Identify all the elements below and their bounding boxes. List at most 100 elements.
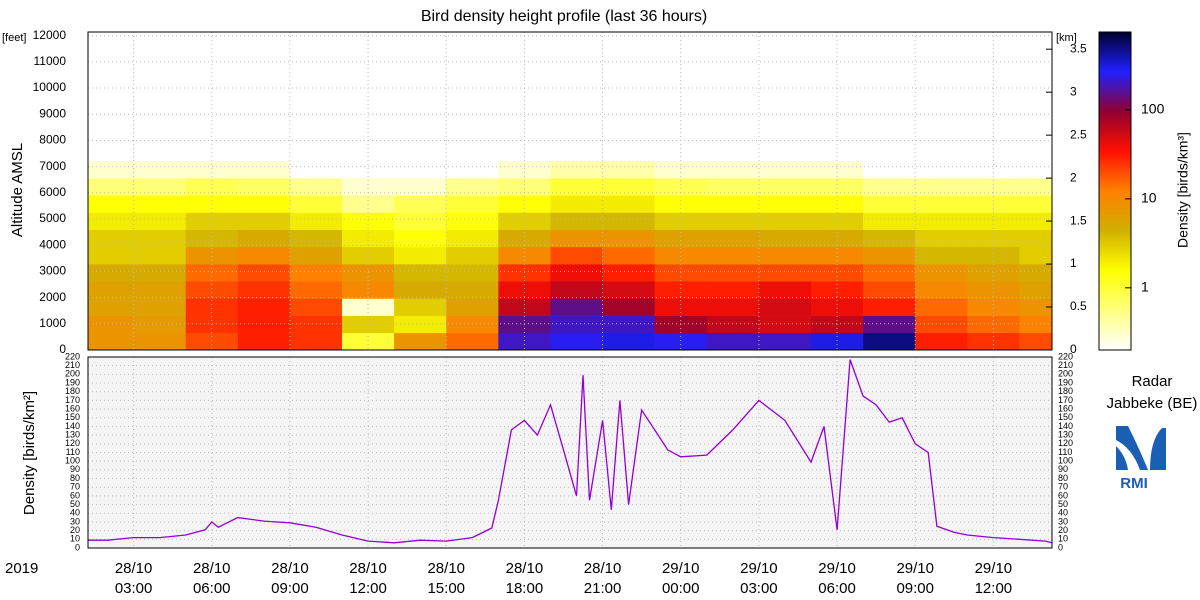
- y2-tick-label: 0: [1070, 342, 1077, 356]
- heat-cell: [133, 298, 187, 316]
- y-axis-label: Density [birds/km²]: [21, 391, 38, 515]
- y2-tick-label: 2: [1070, 170, 1077, 184]
- heat-cell: [394, 195, 447, 213]
- y2-tick-label: 210: [1058, 360, 1073, 370]
- x-tick-label: 29/10 00:00: [662, 560, 700, 597]
- heat-cell: [967, 160, 1020, 179]
- heat-cell: [550, 281, 603, 299]
- heat-cell: [498, 178, 551, 196]
- heat-cell: [498, 281, 551, 299]
- heat-cell: [237, 315, 291, 334]
- heat-cell: [498, 229, 551, 248]
- heat-cell: [1019, 332, 1052, 350]
- x-tick-label: 29/10 03:00: [740, 560, 778, 597]
- x-tick-label: 29/10 12:00: [975, 560, 1013, 597]
- heat-cell: [654, 212, 708, 230]
- y-tick-label: 1000: [39, 316, 66, 330]
- heat-cell: [811, 212, 864, 230]
- heat-cell: [185, 298, 239, 316]
- heat-cell: [602, 178, 655, 196]
- y-tick-label: 120: [65, 438, 80, 448]
- y-tick-label: 8000: [39, 133, 66, 147]
- plot-frame: [87, 356, 1053, 549]
- heat-cell: [446, 332, 499, 350]
- heat-cell: [550, 246, 603, 265]
- heat-cell: [289, 195, 343, 213]
- heat-cell: [706, 332, 760, 350]
- y2-tick-label: 40: [1058, 508, 1068, 518]
- heat-cell: [133, 178, 187, 196]
- y2-tick-label: 160: [1058, 403, 1073, 413]
- heat-cell: [654, 332, 708, 350]
- heat-cell: [342, 246, 395, 265]
- heat-cell: [550, 264, 603, 282]
- heat-cell: [237, 212, 291, 230]
- heat-cell: [446, 178, 499, 196]
- x-tick-label: 28/10 12:00: [349, 560, 387, 597]
- x-tick-label: 28/10 09:00: [271, 560, 309, 597]
- heat-cell: [446, 315, 499, 334]
- y-tick-label: 110: [66, 447, 80, 457]
- y2-tick-label: 1: [1070, 256, 1077, 270]
- y2-tick-label: 10: [1058, 534, 1068, 544]
- heat-cell: [1019, 298, 1052, 316]
- heat-cell: [602, 195, 655, 213]
- heat-cell: [1019, 264, 1052, 282]
- y2-tick-label: 90: [1058, 464, 1068, 474]
- y-tick-label: 6000: [39, 185, 66, 199]
- heat-cell: [915, 178, 968, 196]
- heat-cell: [863, 281, 916, 299]
- heat-cell: [133, 212, 187, 230]
- heat-cell: [654, 246, 708, 265]
- y2-tick-label: 30: [1058, 516, 1068, 526]
- heat-cell: [133, 195, 187, 213]
- y-tick-label: 3000: [39, 264, 66, 278]
- y2-tick-label: 140: [1058, 421, 1073, 431]
- y-tick-label: 100: [65, 456, 80, 466]
- heat-cell: [394, 281, 447, 299]
- heat-cell: [342, 178, 395, 196]
- heat-cell: [88, 315, 134, 334]
- y-tick-label: 190: [65, 377, 80, 387]
- y-tick-label: 160: [65, 403, 80, 413]
- heat-cell: [88, 332, 134, 350]
- heat-cell: [446, 195, 499, 213]
- heat-cell: [185, 160, 239, 179]
- y2-tick-label: 50: [1058, 499, 1068, 509]
- heat-cell: [133, 246, 187, 265]
- heat-cell: [758, 160, 812, 179]
- heat-cell: [863, 298, 916, 316]
- heat-cell: [602, 229, 655, 248]
- y-tick-label: 2000: [39, 290, 66, 304]
- heat-cell: [550, 315, 603, 334]
- y2-tick-label: 200: [1058, 369, 1073, 379]
- heat-cell: [394, 315, 447, 334]
- heat-cell: [394, 212, 447, 230]
- heat-cell: [133, 229, 187, 248]
- heat-cell: [185, 212, 239, 230]
- heat-cell: [289, 264, 343, 282]
- heat-cell: [863, 229, 916, 248]
- heat-cell: [602, 315, 655, 334]
- heat-cell: [550, 212, 603, 230]
- heat-cell: [602, 264, 655, 282]
- heat-cell: [498, 298, 551, 316]
- heat-cell: [550, 178, 603, 196]
- year-label: 2019: [5, 560, 38, 577]
- y-tick-label: 220: [65, 351, 80, 361]
- y-tick-label: 9000: [39, 106, 66, 120]
- heat-cell: [133, 281, 187, 299]
- heat-cell: [706, 246, 760, 265]
- y-tick-label: 210: [65, 360, 80, 370]
- heat-cell: [88, 160, 134, 179]
- heat-cell: [185, 246, 239, 265]
- heat-cell: [446, 229, 499, 248]
- heat-cell: [446, 281, 499, 299]
- x-tick-label: 29/10 06:00: [818, 560, 856, 597]
- heat-cell: [289, 178, 343, 196]
- heat-cell: [133, 315, 187, 334]
- x-tick-label: 28/10 21:00: [584, 560, 622, 597]
- y-tick-label: 60: [70, 490, 80, 500]
- heat-cell: [967, 281, 1020, 299]
- heat-cell: [88, 212, 134, 230]
